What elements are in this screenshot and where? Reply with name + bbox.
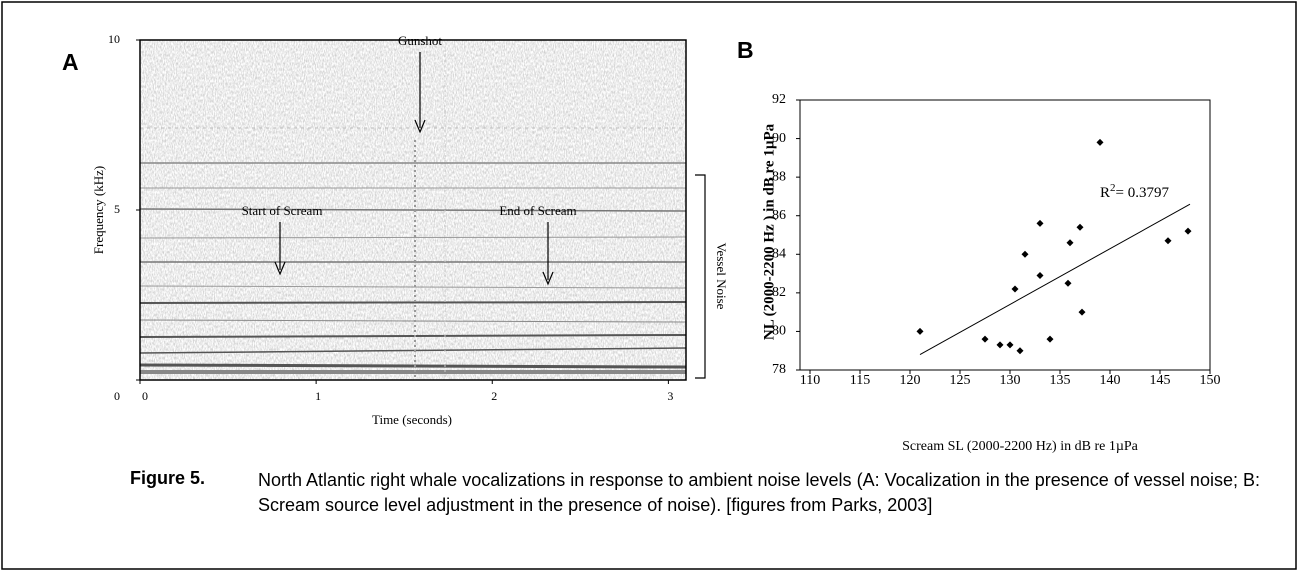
y-tick-label: 88 [772, 169, 786, 184]
point [1064, 279, 1072, 287]
x-tick-label: 130 [1000, 373, 1021, 388]
y-tick-label: 82 [772, 285, 786, 300]
panel-b: B Scream SL (2000-2200 Hz) in dB re 1µPa… [737, 37, 1221, 454]
annotation: Vessel Noise [714, 243, 729, 310]
x-tick-label: 115 [850, 373, 870, 388]
caption-label: Figure 5. [130, 468, 206, 488]
r2-annotation: R2= 0.3797 [1100, 182, 1169, 202]
y-axis-label: Frequency (kHz) [91, 166, 106, 254]
x-tick-label: 145 [1150, 373, 1171, 388]
annotation: End of Scream [499, 203, 576, 218]
panel-label: A [62, 49, 79, 75]
annotation: Start of Scream [242, 203, 323, 218]
point [1078, 308, 1086, 316]
y-tick-label: 86 [772, 208, 786, 223]
point [1164, 237, 1172, 245]
y-tick-label: 92 [772, 92, 786, 107]
point [1076, 223, 1084, 231]
trend-line [919, 203, 1191, 356]
panel-a: Gunshot Start of Scream End of Scream Ve… [62, 32, 729, 427]
y-tick-label: 78 [772, 362, 786, 377]
x-tick-label: 150 [1200, 373, 1221, 388]
point [1006, 341, 1014, 349]
x-axis-label: Scream SL (2000-2200 Hz) in dB re 1µPa [902, 439, 1139, 454]
x-tick-label: 3 [667, 389, 673, 403]
point [1021, 250, 1029, 258]
x-tick-label: 110 [800, 373, 820, 388]
y-tick-label: 84 [772, 247, 786, 262]
x-axis-label: Time (seconds) [372, 412, 452, 427]
noise-bands [139, 50, 687, 380]
annotation: Gunshot [398, 33, 442, 48]
x-tick-label: 125 [950, 373, 971, 388]
point [1066, 239, 1074, 247]
caption-text: North Atlantic right whale vocalizations… [258, 470, 1260, 515]
plot-border [799, 99, 1211, 371]
point [1036, 219, 1044, 227]
point [1046, 335, 1054, 343]
point [996, 341, 1004, 349]
point [1036, 272, 1044, 279]
y-axis-label: NL (2000-2200 Hz ) in dB re 1µPa [761, 123, 777, 340]
y-tick-label: 90 [772, 131, 786, 146]
arrows [274, 52, 706, 379]
point [916, 327, 924, 335]
point [981, 335, 989, 343]
y-tick-label: 10 [108, 32, 120, 46]
point [1096, 138, 1104, 146]
point [1016, 347, 1024, 355]
y-tick-label: 0 [114, 389, 120, 403]
frame [1, 1, 1297, 570]
x-tick-label: 120 [900, 373, 921, 388]
point [1184, 227, 1192, 235]
point [1011, 285, 1019, 293]
x-tick-label: 2 [491, 389, 497, 403]
y-tick-label: 80 [772, 324, 786, 339]
y-tick-label: 5 [114, 202, 120, 216]
x-tick-label: 1 [315, 389, 321, 403]
x-tick-label: 140 [1100, 373, 1121, 388]
x-tick-label: 135 [1050, 373, 1071, 388]
x-tick-label: 0 [142, 389, 148, 403]
panel-label: B [737, 37, 754, 63]
